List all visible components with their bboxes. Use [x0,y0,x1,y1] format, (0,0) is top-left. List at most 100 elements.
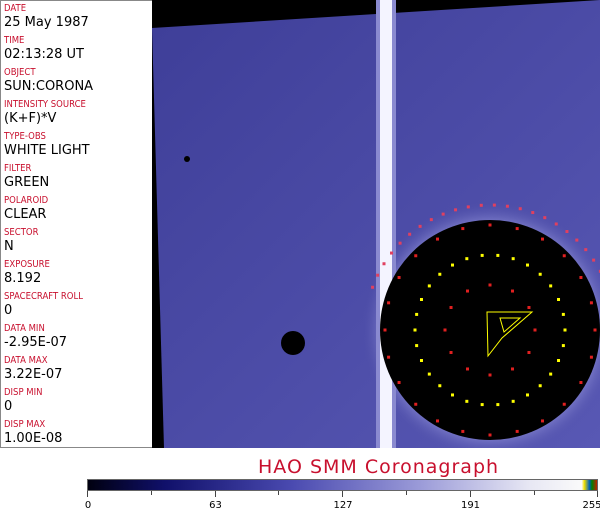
colorbar-tick [406,491,407,495]
grid-marker [592,258,596,262]
grid-marker [397,276,401,279]
grid-marker [538,272,542,276]
grid-marker [418,224,422,228]
grid-marker [565,229,569,233]
field-label: POLAROID [4,195,49,206]
grid-marker [518,207,522,211]
grid-marker [579,381,583,384]
grid-marker [505,204,509,208]
grid-marker [441,212,445,216]
grid-marker [449,306,453,309]
grid-marker [593,328,597,332]
grid-marker [436,237,439,241]
grid-marker [465,399,469,403]
grid-marker [563,328,567,332]
grid-marker [515,429,519,433]
grid-marker [414,402,418,406]
grid-marker [451,393,454,397]
grid-marker [488,283,492,287]
grid-marker [492,203,496,207]
grid-marker [541,237,544,241]
field-value: WHITE LIGHT [4,143,90,158]
grid-marker [419,359,423,363]
grid-marker [465,257,469,261]
colorbar-tick-label: 63 [209,500,222,511]
grid-marker [429,218,433,222]
field-label: FILTER [4,163,32,174]
field-label: DATA MAX [4,355,48,366]
grid-marker [526,263,529,267]
grid-marker [376,273,380,277]
chart-title: HAO SMM Coronagraph [258,456,500,478]
field-label: INTENSITY SOURCE [4,99,86,110]
grid-marker [479,203,483,207]
grid-marker [541,419,544,423]
grid-marker [527,351,531,354]
grid-marker [408,232,412,236]
grid-marker [557,359,561,363]
colorbar-tick [597,491,599,497]
field-label: DISP MIN [4,387,43,398]
grid-marker [526,393,529,397]
colorbar-tick [469,491,471,497]
grid-marker [549,284,553,288]
grid-marker [511,367,514,371]
grid-marker [515,227,519,231]
colorbar-tick [278,491,280,495]
grid-marker [461,227,465,231]
field-value: N [4,239,14,254]
grid-marker [561,344,565,348]
field-value: 8.192 [4,271,42,286]
grid-marker [531,211,535,215]
grid-marker [436,419,439,423]
grid-marker [575,238,579,242]
grid-marker [413,328,417,332]
coronagraph-image [152,0,600,448]
grid-marker [389,251,393,255]
field-label: DATA MIN [4,323,45,334]
grid-marker [398,241,402,245]
grid-marker [562,402,566,406]
grid-marker [414,254,418,258]
field-label: SPACECRAFT ROLL [4,291,83,302]
grid-marker [488,433,492,437]
grid-marker [387,301,391,305]
field-value: 25 May 1987 [4,15,89,30]
field-value: 1.00E-08 [4,431,63,446]
grid-marker [589,355,593,359]
grid-marker [562,254,566,258]
field-label: EXPOSURE [4,259,50,270]
grid-marker [496,253,500,257]
field-value: 0 [4,399,13,414]
grid-marker [443,328,447,332]
grid-marker [584,248,588,252]
grid-marker [557,297,561,301]
grid-marker [488,373,492,377]
field-value: -2.95E-07 [4,335,68,350]
grid-marker [449,351,453,354]
grid-marker [538,384,542,388]
grid-marker [527,306,531,309]
field-value: 02:13:28 UT [4,47,84,62]
grid-marker [533,328,537,332]
colorbar [87,479,598,491]
grid-marker [427,284,431,288]
grid-marker [454,208,458,212]
grid-marker [419,297,423,301]
grid-marker [496,403,500,407]
field-value: 0 [4,303,13,318]
grid-marker [461,429,465,433]
grid-marker [561,312,565,316]
field-label: DATE [4,3,27,14]
grid-marker [511,289,514,293]
grid-marker [438,384,442,388]
colorbar-tick [342,491,344,497]
grid-marker [466,289,469,293]
grid-marker [466,367,469,371]
grid-marker [589,301,593,305]
grid-marker [382,262,386,266]
header-info-panel: DATE 25 May 1987 TIME 02:13:28 UT OBJECT SUN:… [0,0,153,448]
field-value: SUN:CORONA [4,79,94,94]
colorbar-tick [214,491,216,497]
colorbar-tick [150,491,152,495]
